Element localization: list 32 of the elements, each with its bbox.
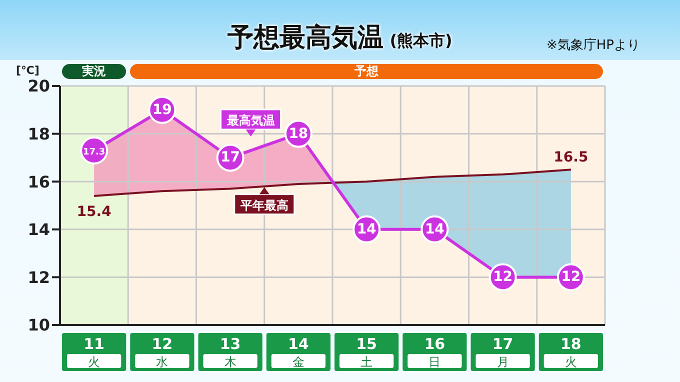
x-tick-label: 11 火: [84, 335, 104, 369]
y-tick-label: 14: [28, 220, 50, 240]
data-label: 12: [493, 269, 513, 286]
data-label: 16.5: [554, 150, 588, 166]
data-label: 17.3: [82, 148, 106, 158]
y-tick-label: 12: [28, 268, 50, 287]
chart-title: 予想最高気温: [228, 23, 384, 53]
x-tick-label: 15 土: [356, 335, 377, 369]
band-label: 予想: [130, 64, 603, 79]
data-label: 19: [152, 102, 172, 118]
data-label: 17: [220, 150, 240, 166]
band-label: 実況: [62, 64, 126, 79]
x-tick-label: 14 金: [288, 335, 309, 369]
x-tick-label: 17 月: [492, 335, 514, 369]
data-label: 15.4: [76, 204, 112, 220]
chart-subtitle: (熊本市): [390, 31, 452, 50]
data-label: 14: [424, 221, 445, 238]
y-tick-label: 20: [28, 76, 50, 96]
legend-label: 平年最高: [239, 198, 288, 212]
x-tick-label: 16 日: [424, 335, 446, 369]
x-tick-label: 13 木: [220, 335, 241, 369]
series-label: 最高気温: [226, 113, 275, 128]
y-tick-label: 18: [28, 124, 50, 144]
data-label: 14: [356, 221, 377, 238]
y-tick-label: 16: [28, 172, 50, 192]
data-label: 18: [288, 126, 308, 142]
y-axis-title: [℃]: [16, 64, 40, 77]
x-tick-label: 12 水: [152, 335, 173, 369]
y-tick-label: 10: [28, 316, 50, 335]
data-label: 12: [561, 269, 581, 286]
text: ※気象庁HPより: [546, 37, 640, 54]
x-tick-label: 18 火: [560, 335, 582, 369]
